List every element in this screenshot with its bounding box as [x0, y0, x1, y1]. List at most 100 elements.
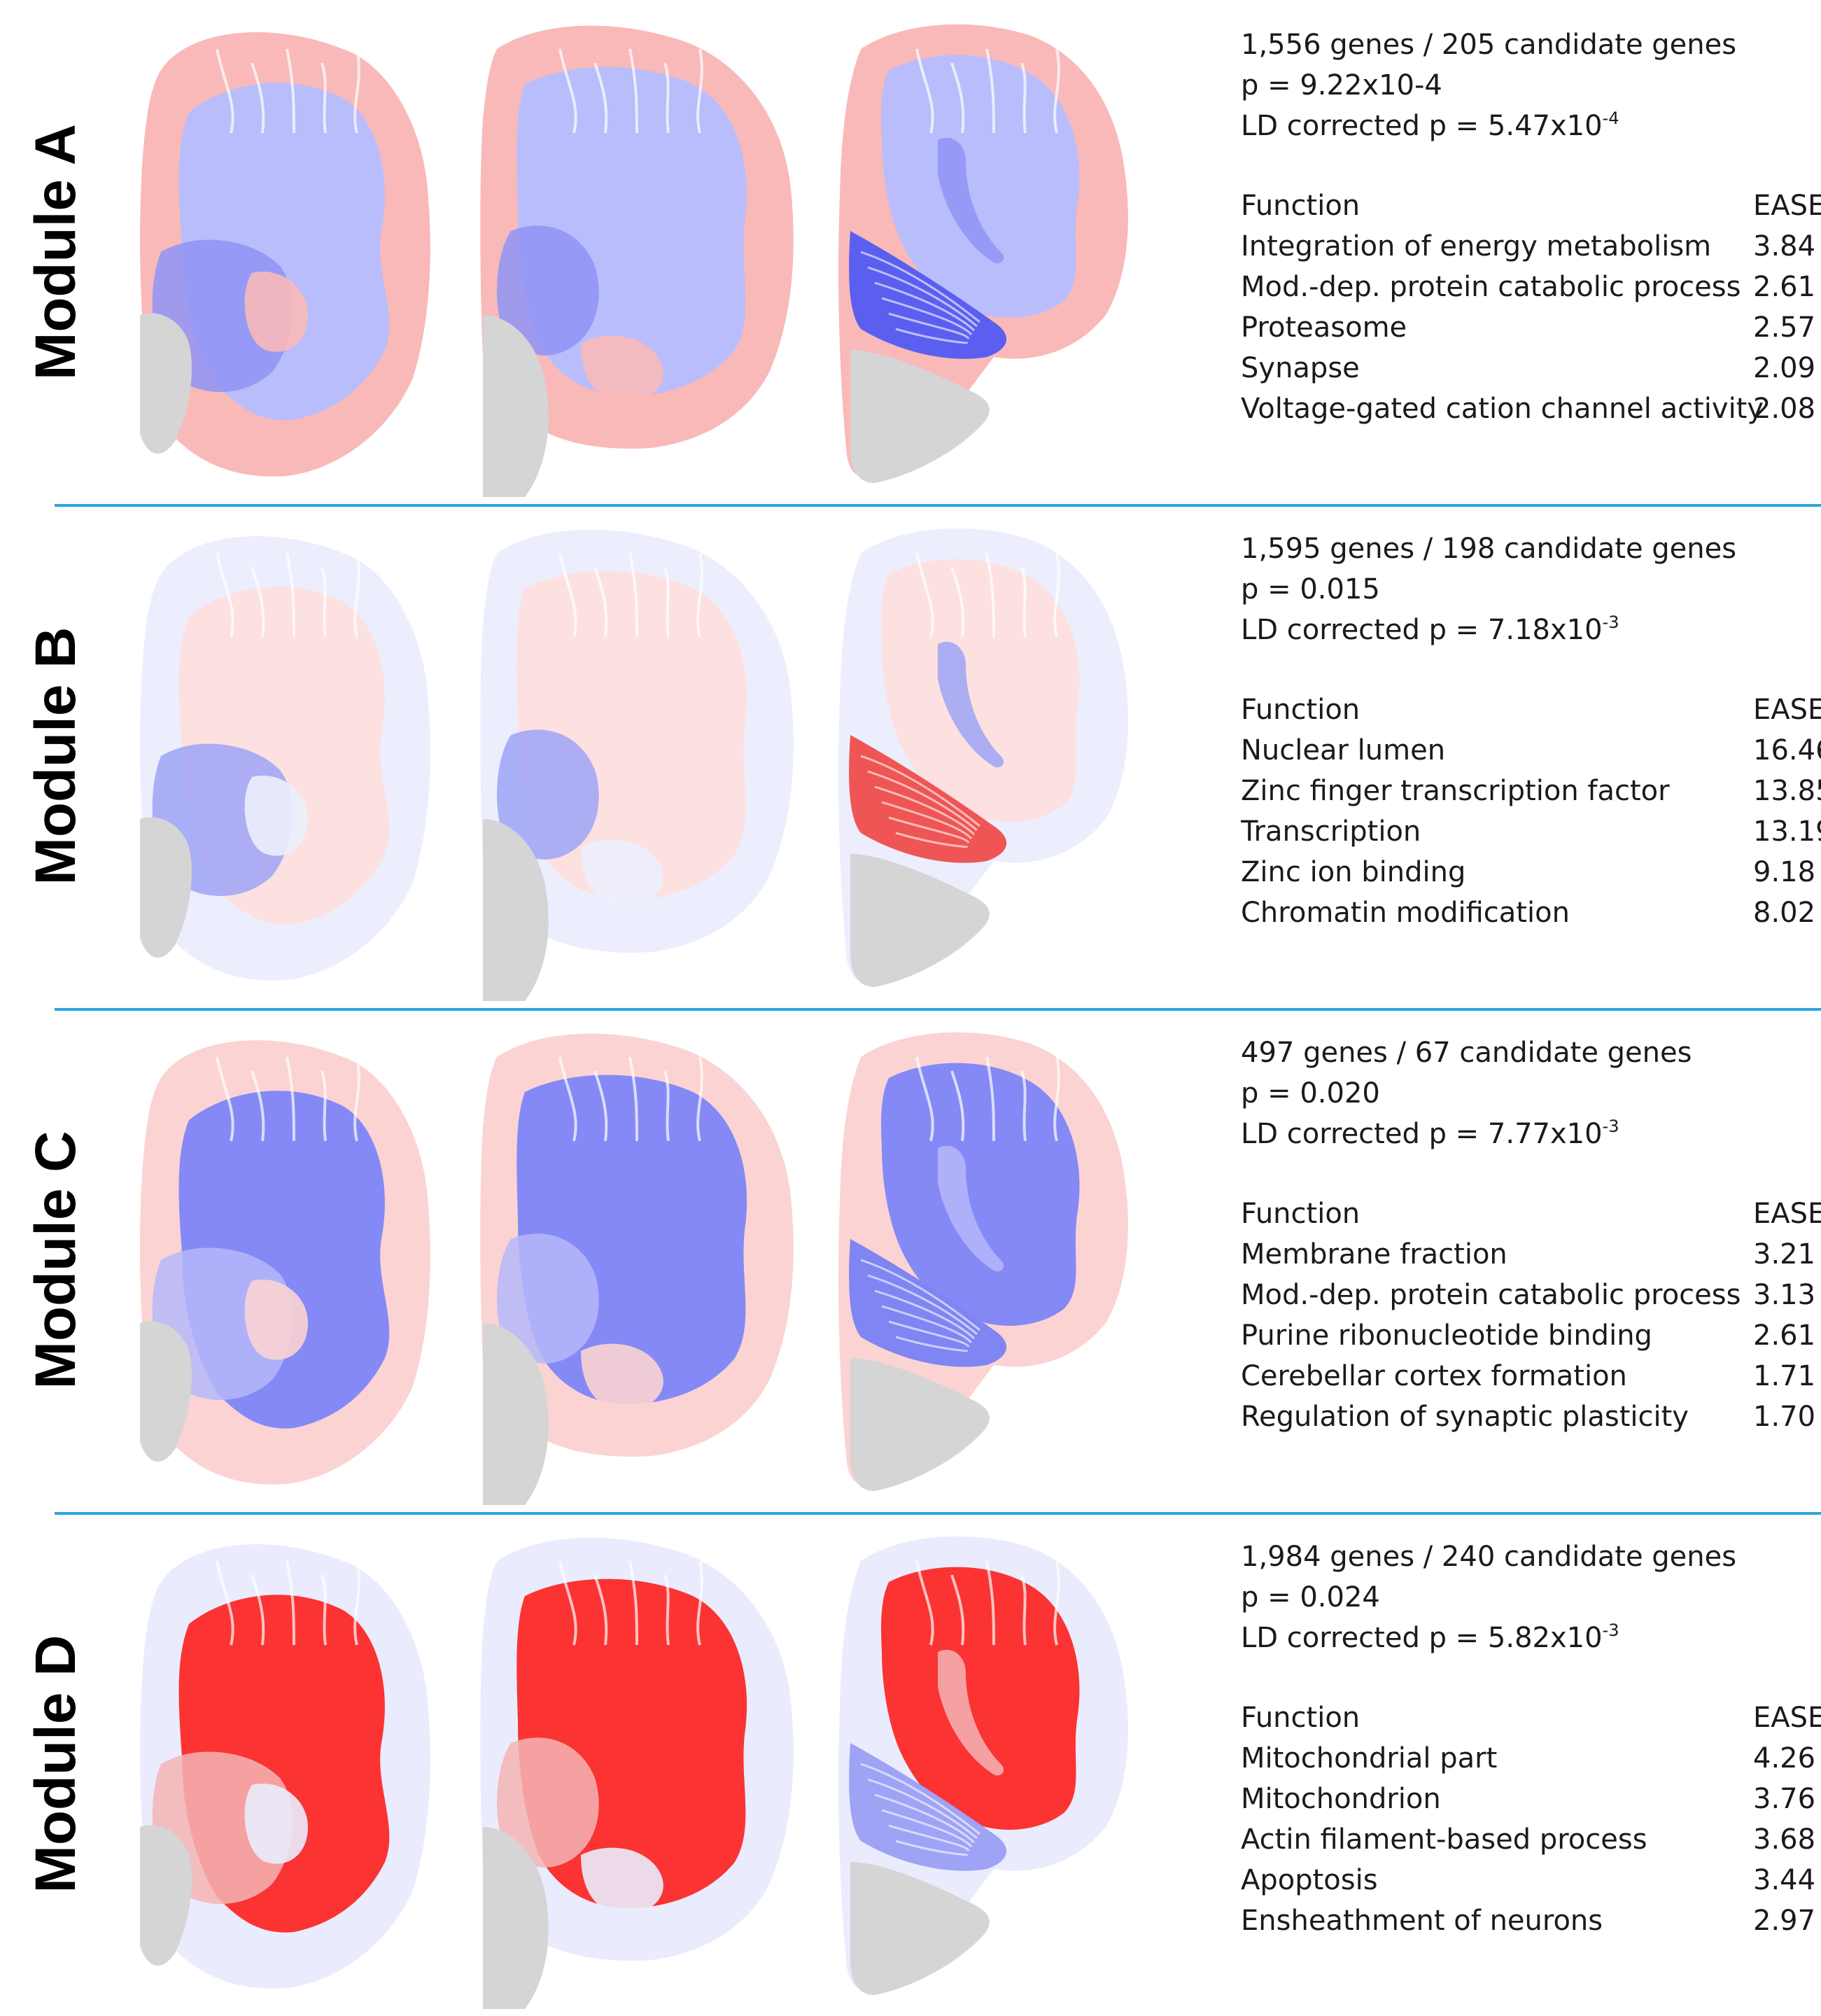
sulcus-line [915, 48, 934, 134]
sulcus-line [985, 552, 995, 638]
ease-score: 2.97 [1753, 1905, 1816, 1937]
function-row: Voltage-gated cation channel activity 2.0… [1241, 389, 1821, 428]
brain-section [833, 21, 1155, 497]
sulcus-line [696, 1056, 703, 1142]
brainstem-region [850, 1862, 990, 1995]
sulcus-line [558, 1560, 577, 1646]
brain-section-svg [480, 1033, 794, 1505]
sulcus-line [663, 1574, 670, 1646]
ld-corrected-p-base: LD corrected p = 5.82x10 [1241, 1622, 1603, 1654]
function-header: Function [1241, 190, 1361, 222]
white-matter-region [881, 1063, 1080, 1326]
function-name: Regulation of synaptic plasticity [1241, 1401, 1689, 1433]
sulcus-line [216, 1056, 234, 1142]
ld-corrected-p-base: LD corrected p = 7.18x10 [1241, 614, 1603, 646]
subcortical-region [497, 1233, 599, 1364]
cerebellum-folium-line [867, 770, 978, 832]
module-separator [55, 1008, 1821, 1011]
sulcus-line [696, 1560, 703, 1646]
module-separator [55, 1512, 1821, 1515]
cerebellum-folium-line [860, 251, 980, 323]
cerebellum-folium-line [874, 785, 976, 836]
module-stats: 1,556 genes / 205 candidate genes p = 9.2… [1241, 28, 1821, 476]
ease-score: 3.21 [1753, 1238, 1816, 1270]
sulcus-line [915, 1056, 934, 1142]
function-name: Cerebellar cortex formation [1241, 1360, 1627, 1392]
hippocampus-region [581, 1847, 663, 1915]
module-panel: Module D 1,984 genes / 240 candidate gene… [0, 1512, 1821, 2016]
brain-section [476, 525, 798, 1001]
function-name: Zinc ion binding [1241, 856, 1466, 888]
module-panel: Module C 497 genes / 67 candidate genes p … [0, 1008, 1821, 1512]
ease-score: 1.70 [1753, 1401, 1816, 1433]
brain-section-svg [838, 528, 1128, 987]
brain-section-svg [480, 1537, 794, 2009]
cerebellum-folium-line [881, 1305, 973, 1344]
function-row: Transcription 13.19 [1241, 812, 1821, 851]
brain-section [833, 525, 1155, 1001]
sulcus-line [915, 552, 934, 638]
sulcus-line [696, 48, 703, 134]
hippocampus-region [581, 839, 663, 907]
sulcus-line [321, 62, 327, 134]
sulcus-line [628, 48, 638, 134]
white-matter-region [881, 559, 1080, 822]
brain-section-svg [140, 1544, 430, 1989]
sulcus-line [353, 48, 360, 134]
brain-section [833, 1029, 1155, 1505]
sulcus-line [628, 1056, 638, 1142]
function-name: Chromatin modification [1241, 897, 1570, 929]
ld-corrected-p: LD corrected p = 5.47x10-4 [1241, 109, 1619, 143]
cerebellum-folium-line [881, 801, 973, 840]
sulcus-line [1053, 1560, 1060, 1646]
brain-section [133, 1533, 455, 2009]
function-name: Zinc finger transcription factor [1241, 775, 1670, 807]
module-label-text: Module A [24, 124, 87, 380]
ld-corrected-p-exponent: -4 [1602, 108, 1619, 128]
ease-score: 3.68 [1753, 1823, 1816, 1856]
sulcus-line [663, 62, 670, 134]
sulcus-line [1020, 1070, 1027, 1142]
p-value: p = 0.020 [1241, 1077, 1380, 1110]
function-row: Nuclear lumen 16.46 [1241, 731, 1821, 770]
cerebellum-folium-line [888, 1320, 970, 1348]
sulcus-line [985, 1056, 995, 1142]
function-row: Integration of energy metabolism 3.84 [1241, 227, 1821, 266]
function-name: Apoptosis [1241, 1864, 1378, 1896]
cerebellum-folium-line [895, 328, 968, 344]
function-name: Nuclear lumen [1241, 734, 1446, 766]
subcortical-region [497, 1737, 599, 1868]
cerebellum-folium-line [860, 1763, 980, 1835]
subcortical-region [938, 641, 1004, 768]
sulcus-line [593, 566, 608, 638]
cerebellum-folium-line [888, 1824, 970, 1851]
cerebellum-folium-line [874, 1793, 976, 1844]
cerebellum-folium-line [874, 1289, 976, 1340]
subcortical-region [497, 225, 599, 356]
sulcus-line [353, 1560, 360, 1646]
function-row: Mitochondrial part 4.26 [1241, 1739, 1821, 1778]
brain-section-svg [838, 1032, 1128, 1491]
subcortical-region [938, 1649, 1004, 1776]
module-panel: Module B 1,595 genes / 198 candidate gene… [0, 504, 1821, 1008]
sulcus-line [216, 552, 234, 638]
white-matter-region [881, 55, 1080, 318]
module-label-text: Module C [24, 1130, 87, 1390]
module-stats: 1,984 genes / 240 candidate genes p = 0.0… [1241, 1540, 1821, 1988]
ld-corrected-p: LD corrected p = 5.82x10-3 [1241, 1621, 1619, 1655]
function-row: Regulation of synaptic plasticity 1.70 [1241, 1397, 1821, 1436]
module-label: Module A [14, 0, 98, 504]
function-name: Mod.-dep. protein catabolic process [1241, 271, 1741, 303]
brain-section [133, 21, 455, 497]
ease-score: 8.02 [1753, 897, 1816, 929]
gene-count: 1,556 genes / 205 candidate genes [1241, 29, 1737, 61]
brain-section-svg [140, 31, 430, 477]
ease-score: 3.13 [1753, 1279, 1816, 1311]
module-label: Module B [14, 504, 98, 1008]
white-matter-region [881, 1567, 1080, 1830]
sulcus-line [251, 1070, 265, 1142]
module-label-text: Module D [24, 1634, 87, 1893]
brain-section-svg [480, 529, 794, 1001]
brainstem-region [140, 1321, 192, 1462]
sulcus-line [251, 1574, 265, 1646]
